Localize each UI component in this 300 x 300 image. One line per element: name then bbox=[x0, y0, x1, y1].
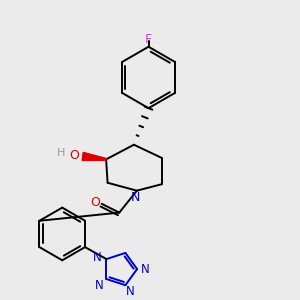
Text: O: O bbox=[70, 149, 80, 162]
Text: H: H bbox=[57, 148, 65, 158]
Text: N: N bbox=[141, 262, 150, 276]
Text: N: N bbox=[125, 285, 134, 298]
Text: F: F bbox=[145, 33, 152, 46]
Text: O: O bbox=[90, 196, 100, 208]
Text: N: N bbox=[93, 251, 102, 264]
Text: N: N bbox=[131, 191, 140, 205]
Text: N: N bbox=[95, 279, 103, 292]
Polygon shape bbox=[82, 152, 106, 160]
